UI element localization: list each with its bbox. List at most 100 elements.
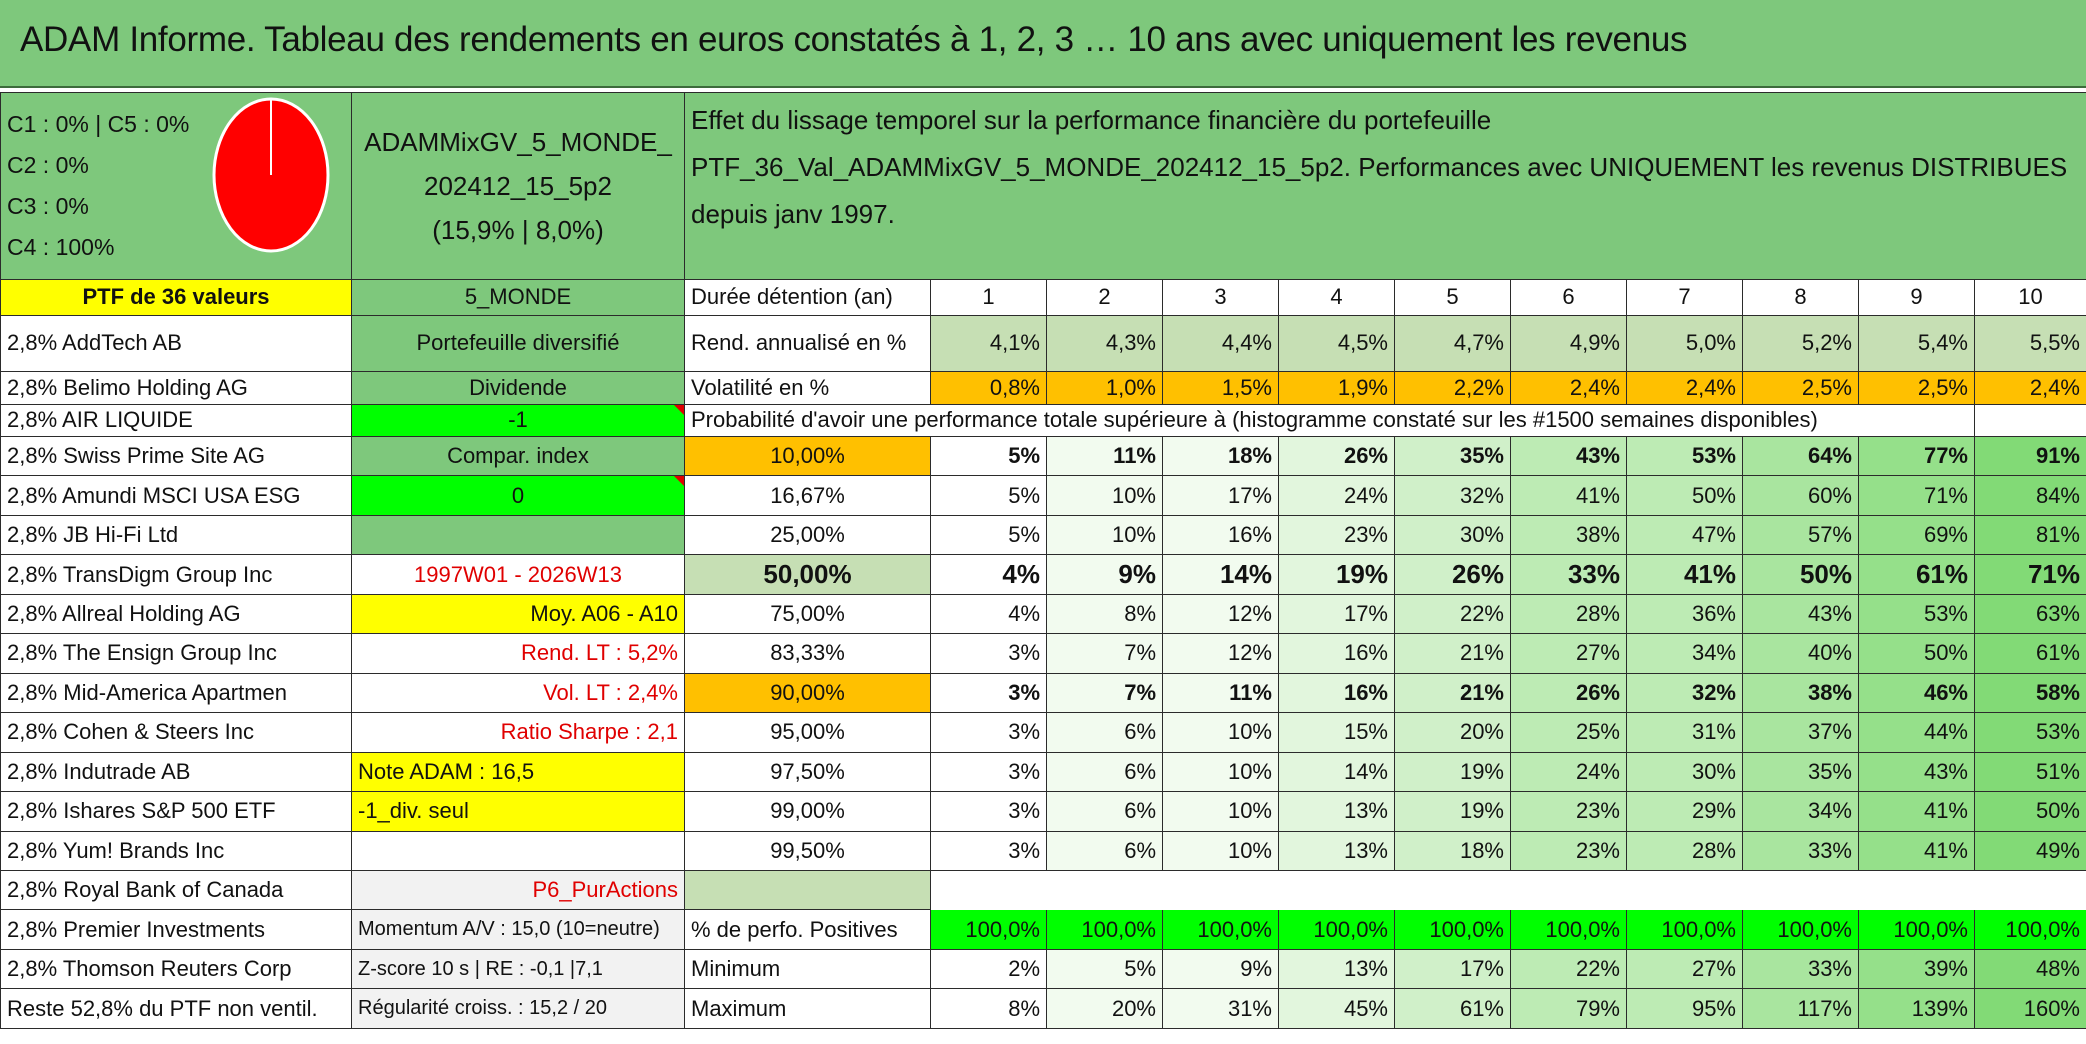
table-row: 2,8% Belimo Holding AG Dividende Volatilit…	[0, 371, 2086, 405]
empty-cell	[351, 514, 685, 556]
probability-value: 40%	[1742, 633, 1859, 674]
empty-cell	[1510, 869, 1627, 911]
positives-value: 100,0%	[1974, 909, 2086, 950]
dividend-value: -1	[351, 403, 685, 438]
maximum-value: 31%	[1162, 988, 1279, 1029]
probability-header: Probabilité d'avoir une performance tota…	[684, 403, 1975, 438]
holding-item: 2,8% Premier Investments	[0, 909, 352, 950]
maximum-value: 45%	[1278, 988, 1395, 1029]
probability-value: 23%	[1510, 830, 1627, 871]
compar-value: 0	[351, 475, 685, 516]
minimum-value: 9%	[1162, 948, 1279, 990]
dividend-label: Dividende	[351, 371, 685, 405]
probability-value: 6%	[1046, 712, 1163, 753]
rend-label: Rend. annualisé en %	[684, 314, 931, 373]
probability-value: 6%	[1046, 791, 1163, 832]
maximum-label: Maximum	[684, 988, 931, 1029]
probability-value: 30%	[1626, 751, 1743, 793]
pie-chart	[212, 97, 330, 253]
momentum: Momentum A/V : 15,0 (10=neutre)	[351, 909, 685, 950]
probability-value: 5%	[930, 475, 1047, 516]
empty-cell	[930, 869, 1047, 911]
probability-value: 16%	[1162, 514, 1279, 556]
empty-cell	[1278, 869, 1395, 911]
moy-range: Moy. A06 - A10	[351, 593, 685, 635]
probability-value: 63%	[1974, 593, 2086, 635]
positives-label: % de perfo. Positives	[684, 909, 931, 950]
empty-cell	[1974, 403, 2086, 438]
pie-legend-item: C4 : 100%	[7, 234, 115, 261]
probability-value: 26%	[1510, 672, 1627, 714]
duration-label: Durée détention (an)	[684, 279, 931, 316]
minimum-value: 39%	[1858, 948, 1975, 990]
probability-value: 53%	[1974, 712, 2086, 753]
probability-value: 17%	[1162, 475, 1279, 516]
positives-value: 100,0%	[1278, 909, 1395, 950]
minimum-value: 13%	[1278, 948, 1395, 990]
probability-value: 3%	[930, 830, 1047, 871]
probability-value: 29%	[1626, 791, 1743, 832]
portfolio-type: Portefeuille diversifié	[351, 314, 685, 373]
maximum-value: 160%	[1974, 988, 2086, 1029]
portfolio-name: ADAMMixGV_5_MONDE_202412_15_5p2	[364, 127, 672, 202]
holding-item: 2,8% Ishares S&P 500 ETF	[0, 791, 352, 832]
holding-item: 2,8% AIR LIQUIDE	[0, 403, 352, 438]
probability-value: 9%	[1046, 554, 1163, 595]
positives-value: 100,0%	[1858, 909, 1975, 950]
probability-value: 71%	[1858, 475, 1975, 516]
probability-threshold: 95,00%	[684, 712, 931, 753]
probability-value: 27%	[1510, 633, 1627, 674]
probability-value: 30%	[1394, 514, 1511, 556]
probability-value: 21%	[1394, 633, 1511, 674]
probability-value: 13%	[1278, 830, 1395, 871]
probability-value: 38%	[1742, 672, 1859, 714]
vol-value: 2,2%	[1394, 371, 1511, 405]
year-header: 1	[930, 279, 1047, 316]
year-header: 5	[1394, 279, 1511, 316]
maximum-value: 79%	[1510, 988, 1627, 1029]
holding-item: Reste 52,8% du PTF non ventil.	[0, 988, 352, 1029]
year-header: 8	[1742, 279, 1859, 316]
portfolio-zone: 5_MONDE	[351, 279, 685, 316]
vol-value: 2,4%	[1510, 371, 1627, 405]
probability-value: 3%	[930, 672, 1047, 714]
minimum-value: 5%	[1046, 948, 1163, 990]
probability-threshold: 75,00%	[684, 593, 931, 635]
positives-value: 100,0%	[1046, 909, 1163, 950]
probability-value: 35%	[1394, 435, 1511, 477]
probability-value: 10%	[1162, 830, 1279, 871]
probability-value: 3%	[930, 791, 1047, 832]
table-row: 2,8% Cohen & Steers Inc Ratio Sharpe : 2,…	[0, 712, 2086, 753]
rend-value: 4,7%	[1394, 314, 1511, 373]
page-title: ADAM Informe. Tableau des rendements en …	[20, 20, 1688, 59]
probability-value: 32%	[1394, 475, 1511, 516]
probability-value: 41%	[1858, 791, 1975, 832]
pie-legend-item: C2 : 0%	[7, 152, 89, 179]
header-description: Effet du lissage temporel sur la perform…	[684, 91, 2086, 281]
table-row: 2,8% Indutrade AB Note ADAM : 16,5 97,50% 3…	[0, 751, 2086, 793]
year-header: 6	[1510, 279, 1627, 316]
probability-value: 36%	[1626, 593, 1743, 635]
vol-value: 2,4%	[1626, 371, 1743, 405]
empty-cell	[1626, 869, 1743, 911]
probability-value: 22%	[1394, 593, 1511, 635]
holding-item: 2,8% Cohen & Steers Inc	[0, 712, 352, 753]
probability-value: 43%	[1858, 751, 1975, 793]
portfolio-count: PTF de 36 valeurs	[0, 279, 352, 316]
vol-value: 2,5%	[1742, 371, 1859, 405]
probability-threshold: 99,00%	[684, 791, 931, 832]
probability-value: 7%	[1046, 672, 1163, 714]
probability-value: 43%	[1742, 593, 1859, 635]
holding-item: 2,8% Belimo Holding AG	[0, 371, 352, 405]
probability-value: 12%	[1162, 633, 1279, 674]
probability-value: 41%	[1510, 475, 1627, 516]
holding-item: 2,8% Indutrade AB	[0, 751, 352, 793]
holding-item: 2,8% JB Hi-Fi Ltd	[0, 514, 352, 556]
probability-value: 5%	[930, 435, 1047, 477]
probability-value: 91%	[1974, 435, 2086, 477]
maximum-value: 95%	[1626, 988, 1743, 1029]
probability-value: 69%	[1858, 514, 1975, 556]
probability-value: 50%	[1858, 633, 1975, 674]
probability-value: 33%	[1742, 830, 1859, 871]
vol-value: 1,9%	[1278, 371, 1395, 405]
